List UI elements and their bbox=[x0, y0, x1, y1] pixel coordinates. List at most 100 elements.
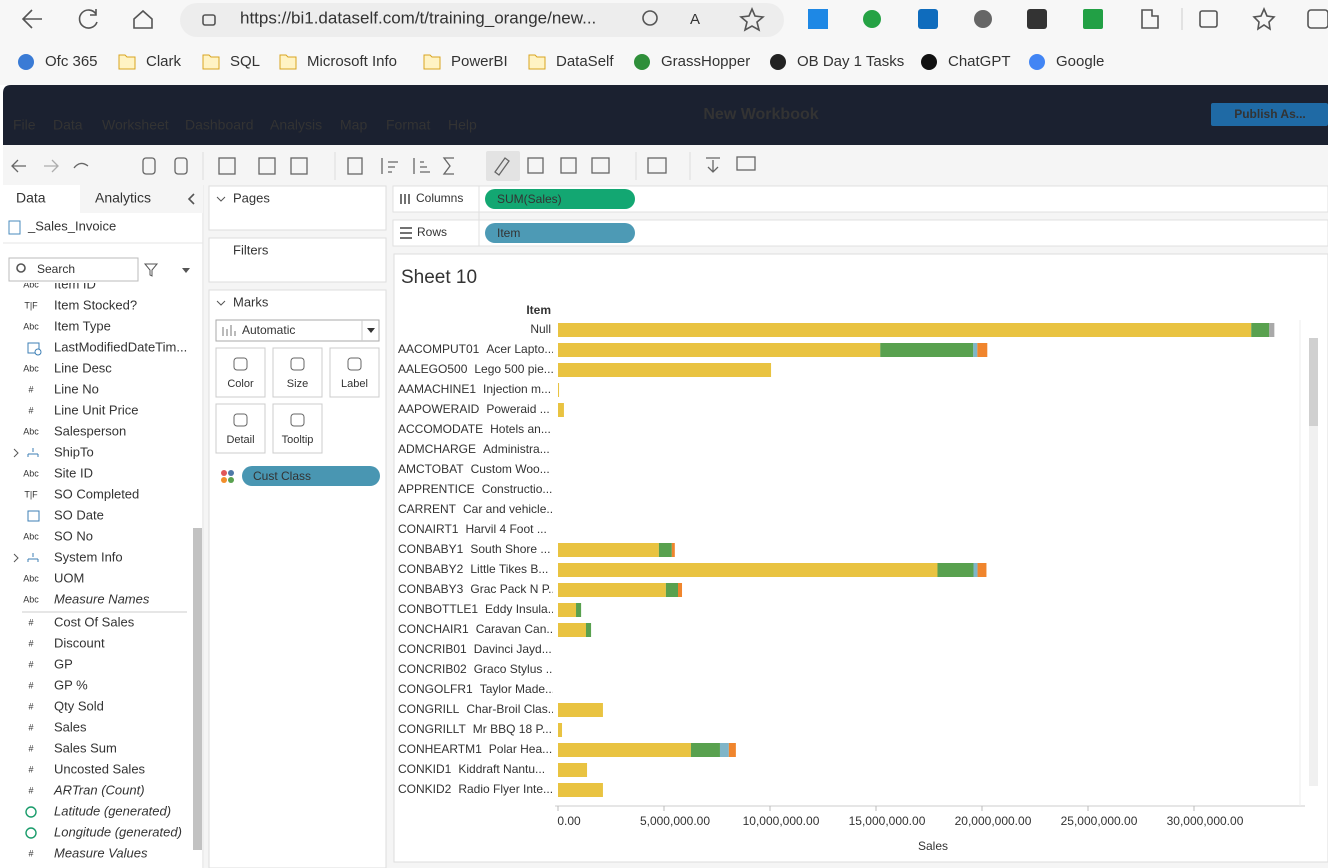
field[interactable]: Sales Sum bbox=[54, 740, 117, 755]
bar-segment[interactable] bbox=[558, 343, 880, 357]
field[interactable]: Salesperson bbox=[54, 423, 126, 438]
rows-pill-label[interactable]: Item bbox=[497, 226, 520, 240]
bookmark[interactable]: ChatGPT bbox=[948, 53, 1011, 70]
data-source[interactable]: _Sales_Invoice bbox=[27, 218, 116, 233]
mark-button-label[interactable]: Color bbox=[227, 378, 254, 390]
outlook-icon[interactable] bbox=[918, 9, 938, 29]
bar-segment[interactable] bbox=[558, 403, 564, 417]
bookmark[interactable]: OB Day 1 Tasks bbox=[797, 53, 904, 70]
mark-button-label[interactable]: Label bbox=[341, 378, 368, 390]
bar-segment[interactable] bbox=[974, 563, 978, 577]
mark-button-label[interactable]: Detail bbox=[226, 434, 254, 446]
menu-item[interactable]: File bbox=[13, 117, 36, 133]
bar-segment[interactable] bbox=[558, 723, 562, 737]
columns-pill-label[interactable]: SUM(Sales) bbox=[497, 192, 562, 206]
bookmark[interactable]: Clark bbox=[146, 53, 182, 70]
bar-segment[interactable] bbox=[558, 323, 1251, 337]
bar-segment[interactable] bbox=[978, 563, 987, 577]
bar-segment[interactable] bbox=[558, 763, 587, 777]
bar-segment[interactable] bbox=[558, 583, 666, 597]
bar-segment[interactable] bbox=[558, 383, 559, 397]
field[interactable]: Line No bbox=[54, 381, 99, 396]
scrollbar[interactable] bbox=[193, 528, 202, 850]
bookmark[interactable]: Ofc 365 bbox=[45, 53, 98, 70]
sheet-scroll-thumb[interactable] bbox=[1309, 338, 1318, 426]
bookmark[interactable]: Google bbox=[1056, 53, 1104, 70]
field[interactable]: Item Stocked? bbox=[54, 297, 137, 312]
read-aloud-icon[interactable]: A bbox=[690, 11, 700, 28]
menu-item[interactable]: Format bbox=[386, 117, 430, 133]
bar-segment[interactable] bbox=[977, 343, 987, 357]
bar-segment[interactable] bbox=[586, 623, 591, 637]
field[interactable]: Item Type bbox=[54, 318, 111, 333]
field[interactable]: LastModifiedDateTim... bbox=[54, 339, 187, 354]
extension-icon[interactable] bbox=[974, 10, 992, 28]
field[interactable]: SO No bbox=[54, 528, 93, 543]
bar-segment[interactable] bbox=[558, 543, 659, 557]
menu-item[interactable]: Data bbox=[53, 117, 83, 133]
field[interactable]: Cost Of Sales bbox=[54, 614, 135, 629]
bar-segment[interactable] bbox=[558, 623, 586, 637]
bar-segment[interactable] bbox=[691, 743, 720, 757]
field[interactable]: Uncosted Sales bbox=[54, 761, 146, 776]
extension-icon[interactable] bbox=[1083, 9, 1103, 29]
bookmark[interactable]: Microsoft Info bbox=[307, 53, 397, 70]
bar-segment[interactable] bbox=[558, 783, 603, 797]
bar-segment[interactable] bbox=[558, 603, 576, 617]
field[interactable]: GP bbox=[54, 656, 73, 671]
field[interactable]: Longitude (generated) bbox=[54, 824, 182, 839]
field[interactable]: Latitude (generated) bbox=[54, 803, 171, 818]
field[interactable]: System Info bbox=[54, 549, 123, 564]
bar-segment[interactable] bbox=[973, 343, 977, 357]
field[interactable]: ShipTo bbox=[54, 444, 94, 459]
data-tab[interactable]: Data bbox=[16, 190, 46, 206]
field[interactable]: ARTran (Count) bbox=[53, 782, 145, 797]
menu-item[interactable]: Map bbox=[340, 117, 367, 133]
bar-segment[interactable] bbox=[720, 743, 729, 757]
field[interactable]: Line Unit Price bbox=[54, 402, 139, 417]
field[interactable]: SO Completed bbox=[54, 486, 139, 501]
field[interactable]: Site ID bbox=[54, 465, 93, 480]
bar-segment[interactable] bbox=[1251, 323, 1269, 337]
field[interactable]: Measure Names bbox=[54, 591, 150, 606]
bookmark[interactable]: DataSelf bbox=[556, 53, 614, 70]
mark-type[interactable]: Automatic bbox=[242, 323, 295, 337]
bar-segment[interactable] bbox=[937, 563, 973, 577]
bar-segment[interactable] bbox=[558, 363, 771, 377]
analytics-tab[interactable]: Analytics bbox=[95, 190, 151, 206]
field[interactable]: Line Desc bbox=[54, 360, 112, 375]
bar-segment[interactable] bbox=[576, 603, 581, 617]
field[interactable]: Discount bbox=[54, 635, 105, 650]
publish-label[interactable]: Publish As... bbox=[1234, 107, 1306, 121]
extension-icon[interactable] bbox=[808, 9, 828, 29]
field[interactable]: Sales bbox=[54, 719, 87, 734]
mark-type-dropdown[interactable] bbox=[216, 320, 379, 341]
field[interactable]: SO Date bbox=[54, 507, 104, 522]
field[interactable]: Qty Sold bbox=[54, 698, 104, 713]
extension-icon[interactable] bbox=[863, 10, 881, 28]
bookmark[interactable]: GrassHopper bbox=[661, 53, 750, 70]
bar-segment[interactable] bbox=[729, 743, 736, 757]
menu-item[interactable]: Analysis bbox=[270, 117, 322, 133]
bar-segment[interactable] bbox=[672, 543, 675, 557]
menu-item[interactable]: Worksheet bbox=[102, 117, 169, 133]
bar-segment[interactable] bbox=[678, 583, 682, 597]
search-placeholder[interactable]: Search bbox=[37, 262, 75, 276]
menu-item[interactable]: Help bbox=[448, 117, 477, 133]
bar-segment[interactable] bbox=[1269, 323, 1274, 337]
bar-segment[interactable] bbox=[558, 703, 603, 717]
color-pill-label[interactable]: Cust Class bbox=[253, 469, 311, 483]
extension-icon[interactable] bbox=[1027, 9, 1047, 29]
bar-segment[interactable] bbox=[659, 543, 672, 557]
bookmark[interactable]: PowerBI bbox=[451, 53, 508, 70]
bar-segment[interactable] bbox=[558, 743, 691, 757]
bar-segment[interactable] bbox=[666, 583, 678, 597]
mark-button-label[interactable]: Tooltip bbox=[282, 434, 314, 446]
bar-segment[interactable] bbox=[558, 563, 937, 577]
menu-item[interactable]: Dashboard bbox=[185, 117, 254, 133]
field[interactable]: GP % bbox=[54, 677, 88, 692]
mark-button-label[interactable]: Size bbox=[287, 378, 308, 390]
url[interactable]: https://bi1.dataself.com/t/training_oran… bbox=[240, 8, 596, 27]
bar-segment[interactable] bbox=[880, 343, 973, 357]
field[interactable]: Measure Values bbox=[54, 845, 148, 860]
